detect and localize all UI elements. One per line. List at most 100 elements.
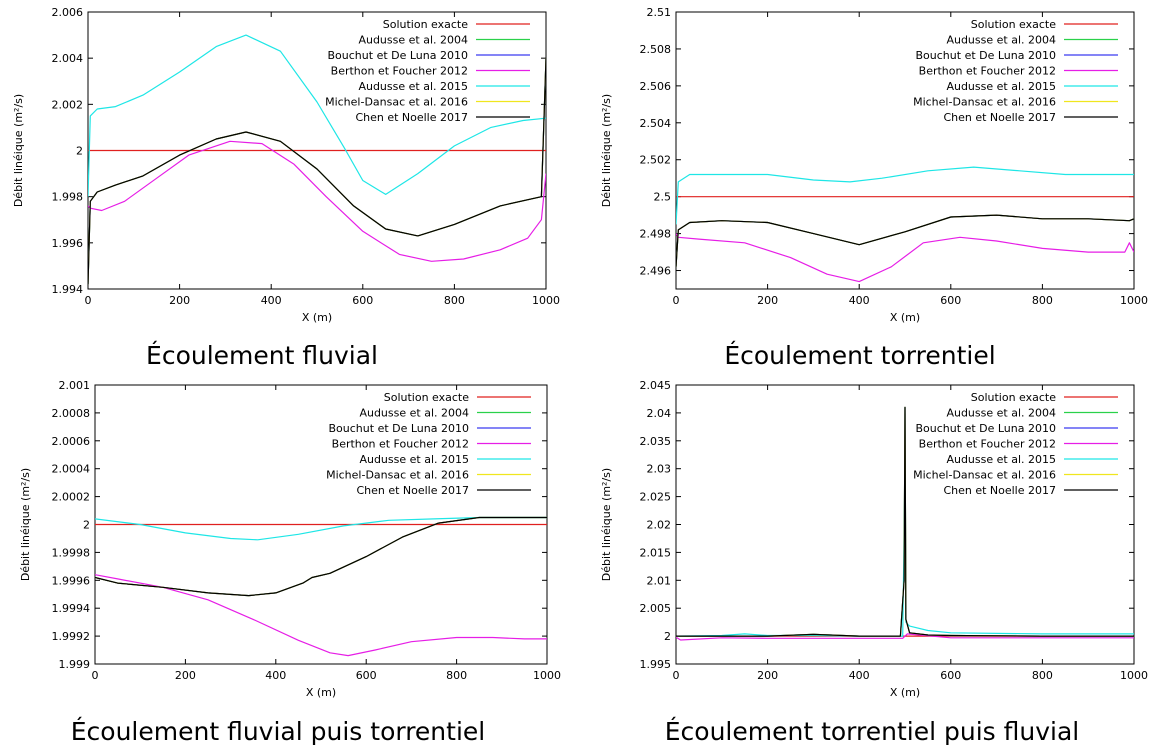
legend-entry-label: Audusse et al. 2015 xyxy=(946,453,1056,466)
x-tick-label: 400 xyxy=(849,294,870,307)
x-axis-label: X (m) xyxy=(306,686,336,699)
y-tick-label: 1.9992 xyxy=(52,630,91,643)
x-tick-label: 1000 xyxy=(1120,669,1148,682)
y-tick-label: 2.015 xyxy=(640,546,672,559)
y-tick-label: 2.498 xyxy=(640,228,672,241)
y-tick-label: 2.006 xyxy=(52,6,84,19)
legend-entry-label: Audusse et al. 2004 xyxy=(946,407,1056,420)
series-line xyxy=(88,58,546,285)
legend-entry-label: Solution exacte xyxy=(384,391,469,404)
legend-entry-label: Audusse et al. 2004 xyxy=(946,34,1056,47)
x-tick-label: 600 xyxy=(352,294,373,307)
series-line xyxy=(676,214,1134,267)
legend-entry-label: Michel-Dansac et al. 2016 xyxy=(325,96,468,109)
series-line xyxy=(676,214,1134,267)
y-tick-label: 2.004 xyxy=(52,52,84,65)
series-line xyxy=(88,34,546,197)
y-tick-label: 2.504 xyxy=(640,117,672,130)
panel-caption: Écoulement torrentiel xyxy=(724,341,995,370)
x-tick-label: 400 xyxy=(261,294,282,307)
y-tick-label: 1.999 xyxy=(59,658,91,671)
y-tick-label: 2.02 xyxy=(647,519,672,532)
legend-entry-label: Chen et Noelle 2017 xyxy=(356,484,469,497)
series-line xyxy=(95,574,547,657)
series-group xyxy=(676,406,1134,641)
x-tick-label: 600 xyxy=(940,669,961,682)
x-tick-label: 1000 xyxy=(533,669,561,682)
y-tick-label: 2.0004 xyxy=(52,463,91,476)
legend-entry-label: Audusse et al. 2004 xyxy=(359,407,469,420)
legend: Solution exacte Audusse et al. 2004 Bouchu… xyxy=(325,18,530,124)
legend-entry-label: Audusse et al. 2015 xyxy=(946,80,1056,93)
legend-entry-label: Berthon et Foucher 2012 xyxy=(919,438,1056,451)
y-tick-label: 2.002 xyxy=(52,98,84,111)
legend: Solution exacte Audusse et al. 2004 Bouchu… xyxy=(913,391,1118,497)
chart-panel-2: 0 200 400 600 800 1000 2.496 2.498 2.5 2.502 2.504… xyxy=(600,6,1148,370)
y-tick-label: 2.5 xyxy=(654,191,672,204)
y-tick-label: 2 xyxy=(664,630,671,643)
y-tick-label: 2.005 xyxy=(640,602,672,615)
series-line xyxy=(676,633,1134,641)
legend-entry-label: Audusse et al. 2015 xyxy=(358,80,468,93)
x-tick-label: 600 xyxy=(356,669,377,682)
series-line xyxy=(676,406,1134,637)
x-tick-label: 800 xyxy=(446,669,467,682)
y-tick-label: 2.03 xyxy=(647,463,672,476)
x-tick-label: 200 xyxy=(169,294,190,307)
y-tick-label: 1.998 xyxy=(52,191,84,204)
legend-entry-label: Audusse et al. 2004 xyxy=(358,34,468,47)
y-tick-label: 2.04 xyxy=(647,407,672,420)
legend-entry-label: Michel-Dansac et al. 2016 xyxy=(913,96,1056,109)
y-tick-label: 2.0002 xyxy=(52,491,91,504)
series-line xyxy=(88,140,546,262)
chart-panel-3: 0 200 400 600 800 1000 1.999 1.9992 1.9994 1.9996… xyxy=(19,379,561,746)
legend-entry-label: Chen et Noelle 2017 xyxy=(943,111,1056,124)
y-tick-label: 2.496 xyxy=(640,265,672,278)
panel-caption: Écoulement fluvial puis torrentiel xyxy=(71,717,485,746)
legend-entry-label: Audusse et al. 2015 xyxy=(359,453,469,466)
x-tick-label: 400 xyxy=(849,669,870,682)
y-tick-label: 1.994 xyxy=(52,283,84,296)
y-tick-label: 2.035 xyxy=(640,435,672,448)
y-tick-label: 2.025 xyxy=(640,491,672,504)
series-line xyxy=(95,516,547,541)
plot-frame xyxy=(675,11,1135,290)
x-tick-label: 0 xyxy=(673,294,680,307)
legend-entry-label: Bouchut et De Luna 2010 xyxy=(916,49,1056,62)
y-axis-label: Débit linéique (m²/s) xyxy=(19,468,32,581)
y-tick-label: 2.001 xyxy=(59,379,91,392)
y-tick-label: 1.996 xyxy=(52,237,84,250)
y-tick-label: 2.51 xyxy=(647,6,672,19)
series-group xyxy=(676,166,1134,283)
y-tick-label: 2 xyxy=(76,145,83,158)
y-tick-label: 2.502 xyxy=(640,154,672,167)
y-tick-label: 2.0006 xyxy=(52,435,91,448)
y-axis-label: Débit linéique (m²/s) xyxy=(12,94,25,207)
series-line xyxy=(88,58,546,285)
x-axis-label: X (m) xyxy=(890,686,920,699)
y-tick-label: 1.9994 xyxy=(52,602,91,615)
x-tick-label: 200 xyxy=(175,669,196,682)
panel-caption: Écoulement fluvial xyxy=(146,341,378,370)
series-line xyxy=(676,214,1134,267)
series-line xyxy=(676,233,1134,283)
x-tick-label: 800 xyxy=(1032,669,1053,682)
y-tick-label: 2.045 xyxy=(640,379,672,392)
legend-entry-label: Bouchut et De Luna 2010 xyxy=(329,422,469,435)
y-tick-label: 1.9998 xyxy=(52,546,91,559)
legend-entry-label: Berthon et Foucher 2012 xyxy=(331,65,468,78)
legend-entry-label: Berthon et Foucher 2012 xyxy=(919,65,1056,78)
series-line xyxy=(88,58,546,285)
y-tick-label: 2.01 xyxy=(647,574,672,587)
legend-entry-label: Bouchut et De Luna 2010 xyxy=(916,422,1056,435)
x-axis-label: X (m) xyxy=(302,311,332,324)
series-line xyxy=(676,214,1134,267)
y-tick-label: 2.508 xyxy=(640,43,672,56)
legend-entry-label: Bouchut et De Luna 2010 xyxy=(328,49,468,62)
x-tick-label: 0 xyxy=(85,294,92,307)
legend-entry-label: Chen et Noelle 2017 xyxy=(943,484,1056,497)
legend-entry-label: Michel-Dansac et al. 2016 xyxy=(326,469,469,482)
y-tick-label: 2 xyxy=(83,519,90,532)
series-group xyxy=(95,516,547,657)
